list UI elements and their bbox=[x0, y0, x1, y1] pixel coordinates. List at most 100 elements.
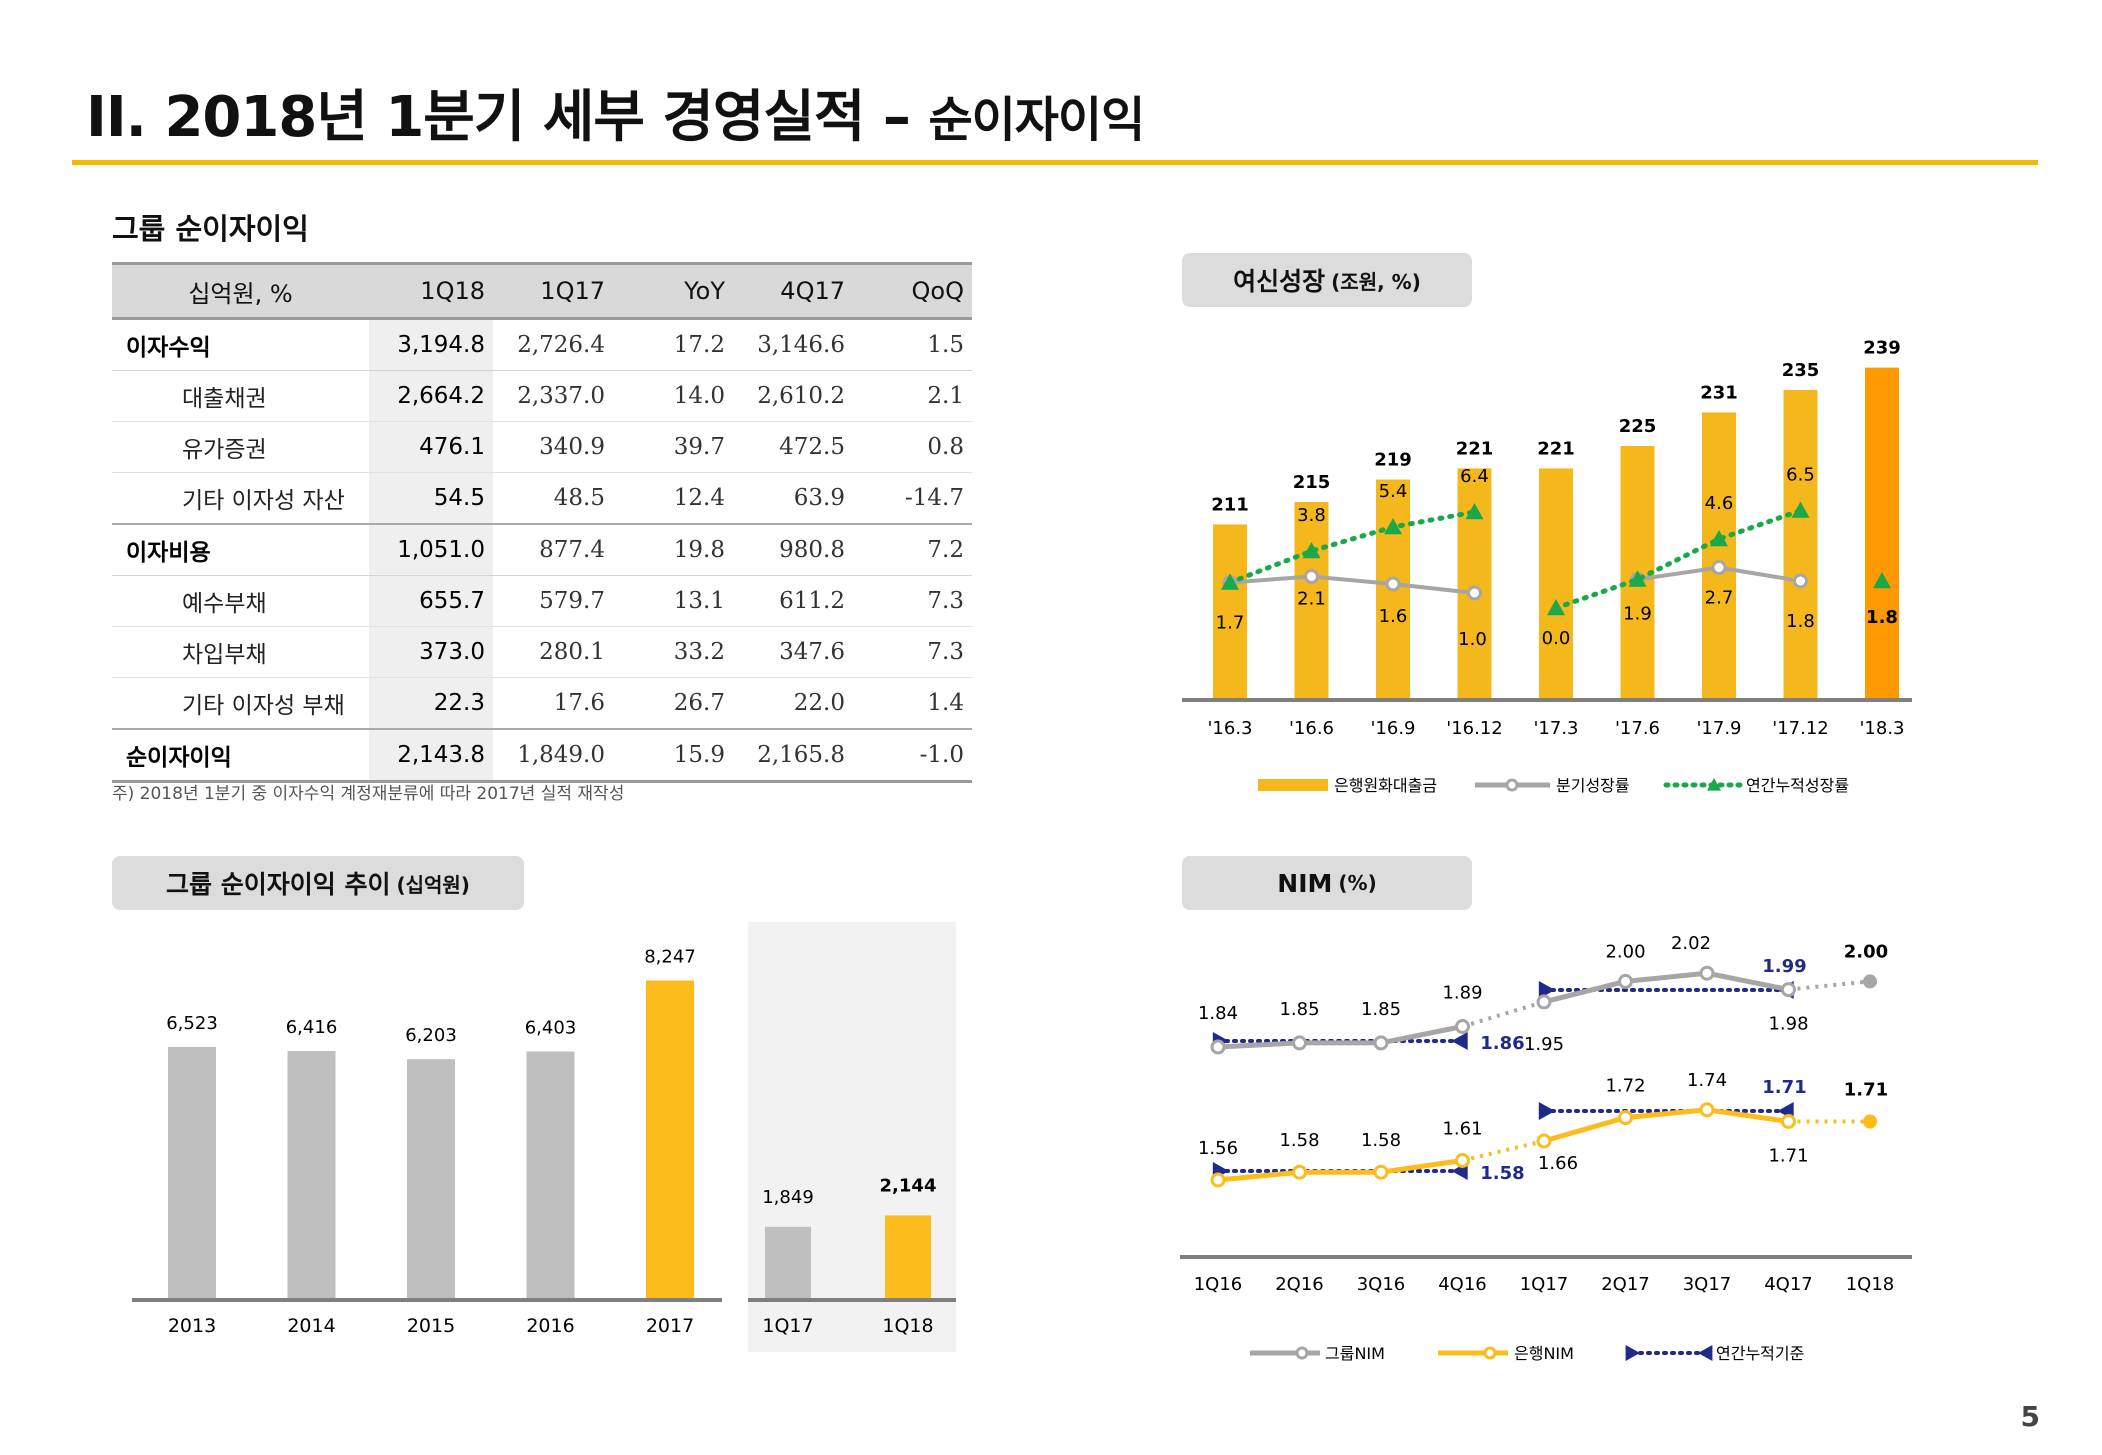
table-cell: 2,165.8 bbox=[733, 728, 853, 783]
table-cell: 476.1 bbox=[369, 421, 493, 473]
nim-value-label: 1.58 bbox=[1361, 1130, 1401, 1151]
header-4q17: 4Q17 bbox=[733, 262, 853, 320]
table-cell: 3,194.8 bbox=[369, 317, 493, 371]
group-nim-point bbox=[1210, 1039, 1226, 1055]
bar-value-label: 231 bbox=[1700, 382, 1738, 403]
legend-marker-annual bbox=[1625, 1345, 1640, 1361]
legend-label: 분기성장률 bbox=[1556, 776, 1630, 795]
cumulative-growth-marker bbox=[1465, 503, 1484, 520]
table-cell: 54.5 bbox=[369, 472, 493, 525]
cumulative-growth-line bbox=[1553, 508, 1803, 611]
legend-swatch-loans bbox=[1258, 779, 1328, 791]
table-cell: 2,664.2 bbox=[369, 370, 493, 422]
x-tick-label: 2014 bbox=[287, 1315, 335, 1337]
page-number: 5 bbox=[2020, 1400, 2040, 1433]
x-tick-label: 1Q18 bbox=[1846, 1274, 1895, 1295]
annual-cumulative-label: 1.99 bbox=[1762, 956, 1806, 977]
bank-nim-point bbox=[1863, 1114, 1877, 1129]
bar bbox=[526, 1051, 575, 1298]
legend-label: 그룹NIM bbox=[1325, 1344, 1385, 1363]
header-1q17: 1Q17 bbox=[493, 262, 613, 320]
x-tick-label: 2Q17 bbox=[1601, 1274, 1650, 1295]
table-cell: 19.8 bbox=[613, 523, 733, 576]
table-cell: 14.0 bbox=[613, 370, 733, 422]
legend-marker-quarterly bbox=[1505, 778, 1519, 792]
nim-value-label: 2.00 bbox=[1844, 941, 1888, 962]
row-label: 기타 이자성 부채 bbox=[112, 677, 369, 730]
table-cell: -1.0 bbox=[853, 728, 972, 783]
table-cell: 340.9 bbox=[493, 421, 613, 473]
bar bbox=[1539, 468, 1573, 698]
table-cell: 48.5 bbox=[493, 472, 613, 525]
x-tick-label: '16.6 bbox=[1289, 718, 1334, 739]
annual-cumulative-marker bbox=[1451, 1032, 1468, 1050]
x-tick-label: '17.12 bbox=[1772, 718, 1828, 739]
x-tick-label: 2016 bbox=[526, 1315, 574, 1337]
cumulative-growth-marker bbox=[1302, 542, 1321, 559]
bar bbox=[646, 980, 694, 1298]
table-cell: 12.4 bbox=[613, 472, 733, 525]
loan-growth-chart: 211 '16.3 215 '16.6 219 '16.9 221 '16.12 221 '17.… bbox=[1182, 338, 1912, 795]
table-cell: 1,849.0 bbox=[493, 728, 613, 783]
annual-cumulative-label: 1.86 bbox=[1480, 1033, 1524, 1054]
x-tick-label: 4Q16 bbox=[1438, 1274, 1487, 1295]
table-cell: 1.5 bbox=[853, 317, 972, 371]
group-nim-point bbox=[1699, 965, 1715, 981]
table-cell: 17.6 bbox=[493, 677, 613, 730]
nim-value-label: 2.02 bbox=[1671, 933, 1711, 954]
x-tick-label: 1Q16 bbox=[1194, 1274, 1243, 1295]
nim-value-label: 1.71 bbox=[1844, 1080, 1888, 1101]
quarterly-growth-point bbox=[1793, 573, 1808, 589]
x-tick-label: '17.9 bbox=[1696, 718, 1741, 739]
table-cell: 2,337.0 bbox=[493, 370, 613, 422]
cumulative-growth-marker bbox=[1384, 518, 1402, 535]
quarterly-growth-point bbox=[1711, 560, 1727, 575]
table-cell: 655.7 bbox=[369, 575, 493, 627]
quarterly-growth-label: 1.0 bbox=[1458, 629, 1487, 650]
annual-cumulative-label: 1.58 bbox=[1480, 1163, 1524, 1184]
quarterly-growth-label: 1.8 bbox=[1786, 611, 1815, 632]
table-cell: 39.7 bbox=[613, 421, 733, 473]
quarterly-growth-label: 2.7 bbox=[1705, 588, 1734, 609]
bank-nim-line bbox=[1543, 1107, 1789, 1144]
table-cell: 17.2 bbox=[613, 317, 733, 371]
quarterly-growth-line bbox=[1229, 574, 1475, 595]
cumulative-growth-marker bbox=[1873, 572, 1891, 589]
table-cell: 579.7 bbox=[493, 575, 613, 627]
row-label: 이자비용 bbox=[112, 523, 369, 576]
nim-value-label: 1.95 bbox=[1524, 1034, 1564, 1055]
inset-bar-value-label: 1,849 bbox=[762, 1187, 814, 1208]
nim-value-label: 1.58 bbox=[1279, 1130, 1319, 1151]
table-cell: 373.0 bbox=[369, 626, 493, 678]
group-nim-point bbox=[1292, 1035, 1307, 1051]
table-cell: 2,726.4 bbox=[493, 317, 613, 371]
header-unit: 십억원, % bbox=[112, 262, 369, 320]
group-nim-line bbox=[1788, 979, 1871, 992]
legend-label: 연간누적기준 bbox=[1716, 1344, 1804, 1363]
nim-value-label: 1.61 bbox=[1442, 1119, 1482, 1140]
bank-nim-point bbox=[1455, 1153, 1470, 1168]
legend-label: 연간누적성장률 bbox=[1746, 776, 1849, 795]
quarterly-growth-label: 1.6 bbox=[1379, 606, 1408, 627]
nim-value-label: 2.00 bbox=[1605, 941, 1645, 962]
table-row: 기타 이자성 부채 22.3 17.6 26.7 22.0 1.4 bbox=[112, 677, 972, 730]
table-row: 대출채권 2,664.2 2,337.0 14.0 2,610.2 2.1 bbox=[112, 370, 972, 422]
table-header-row: 십억원, % 1Q18 1Q17 YoY 4Q17 QoQ bbox=[112, 262, 972, 320]
table-cell: 1.4 bbox=[853, 677, 972, 730]
nim-value-label: 1.89 bbox=[1442, 983, 1482, 1004]
nim-value-label: 1.74 bbox=[1687, 1070, 1727, 1091]
x-tick-label: '16.3 bbox=[1207, 718, 1252, 739]
row-label: 유가증권 bbox=[112, 421, 369, 473]
cumulative-growth-label: 5.4 bbox=[1379, 481, 1408, 502]
table-cell: 1,051.0 bbox=[369, 523, 493, 576]
x-tick-label: 2015 bbox=[407, 1315, 455, 1337]
bar bbox=[1213, 524, 1247, 698]
table-row: 유가증권 476.1 340.9 39.7 472.5 0.8 bbox=[112, 421, 972, 473]
table-cell: 26.7 bbox=[613, 677, 733, 730]
bar-value-label: 221 bbox=[1537, 438, 1575, 459]
quarterly-growth-point bbox=[1385, 576, 1401, 592]
group-nim-point bbox=[1536, 994, 1552, 1010]
x-tick-label: '16.9 bbox=[1370, 718, 1415, 739]
net-interest-income-table: 십억원, % 1Q18 1Q17 YoY 4Q17 QoQ 이자수익 3,194.… bbox=[112, 262, 972, 783]
quarterly-growth-label: 1.9 bbox=[1623, 604, 1652, 625]
